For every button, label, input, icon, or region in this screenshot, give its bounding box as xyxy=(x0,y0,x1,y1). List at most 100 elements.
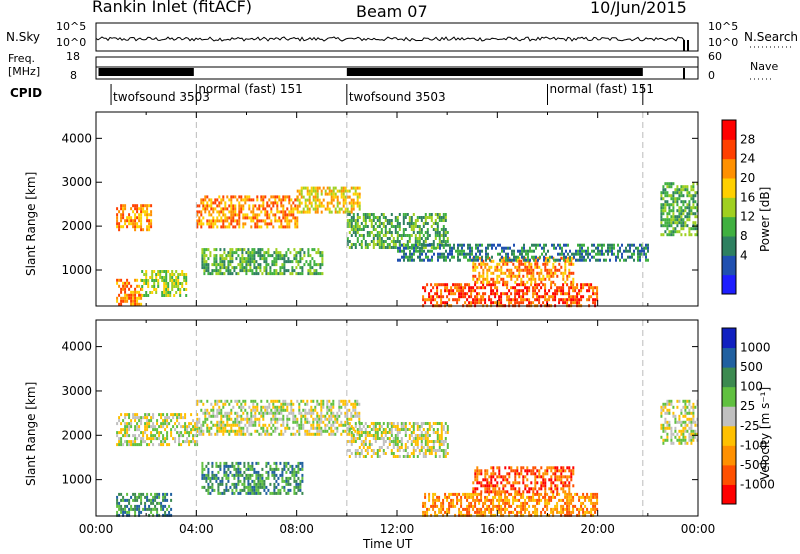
heatmap-cell xyxy=(362,446,365,449)
heatmap-cell xyxy=(146,437,149,441)
heatmap-cell xyxy=(400,443,403,446)
heatmap-cell xyxy=(328,189,331,193)
heatmap-cell xyxy=(533,249,535,253)
heatmap-cell xyxy=(265,257,268,261)
heatmap-cell xyxy=(251,251,254,255)
heatmap-cell xyxy=(692,203,695,207)
heatmap-cell xyxy=(268,411,271,415)
heatmap-cell xyxy=(485,246,487,250)
heatmap-cell xyxy=(520,268,523,272)
heatmap-cell xyxy=(258,420,261,424)
heatmap-cell xyxy=(310,399,313,403)
heatmap-cell xyxy=(292,408,295,412)
heatmap-cell xyxy=(465,255,467,259)
heatmap-cell xyxy=(140,222,143,226)
heatmap-cell xyxy=(514,289,517,293)
heatmap-cell xyxy=(396,446,399,449)
heatmap-cell xyxy=(116,513,119,517)
heatmap-cell xyxy=(484,262,487,266)
heatmap-cell xyxy=(554,283,557,287)
heatmap-cell xyxy=(262,207,265,211)
heatmap-cell xyxy=(582,283,585,287)
heatmap-cell xyxy=(232,210,235,214)
heatmap-cell xyxy=(201,266,204,270)
heatmap-cell xyxy=(200,219,203,223)
heatmap-cell xyxy=(362,228,365,231)
heatmap-cell xyxy=(299,272,302,276)
heatmap-cell xyxy=(120,413,123,417)
heatmap-cell xyxy=(440,501,443,505)
heatmap-cell xyxy=(146,498,149,502)
heatmap-cell xyxy=(231,251,234,255)
heatmap-cell xyxy=(641,243,643,247)
heatmap-cell xyxy=(265,491,268,495)
heatmap-cell xyxy=(140,210,143,214)
heatmap-cell xyxy=(490,490,493,494)
heatmap-cell xyxy=(301,272,304,276)
heatmap-cell xyxy=(595,246,597,250)
heatmap-cell xyxy=(239,263,242,267)
heatmap-cell xyxy=(664,188,667,192)
heatmap-cell xyxy=(415,246,417,250)
heatmap-cell xyxy=(201,485,204,489)
heatmap-cell xyxy=(469,249,471,253)
heatmap-cell xyxy=(611,246,613,250)
heatmap-cell xyxy=(134,225,137,229)
heatmap-cell xyxy=(504,271,507,275)
heatmap-cell xyxy=(279,257,282,261)
heatmap-cell xyxy=(234,420,237,424)
heatmap-cell xyxy=(314,198,317,202)
heatmap-cell xyxy=(488,283,491,287)
heatmap-cell xyxy=(234,225,237,229)
heatmap-cell xyxy=(684,188,687,192)
heatmap-cell xyxy=(158,431,161,435)
heatmap-cell xyxy=(140,219,143,223)
heatmap-cell xyxy=(296,429,299,433)
heatmap-cell xyxy=(253,266,256,270)
heatmap-cell xyxy=(434,510,437,514)
heatmap-cell xyxy=(304,198,307,202)
heatmap-cell xyxy=(562,271,565,275)
heatmap-cell xyxy=(566,259,569,263)
heatmap-cell xyxy=(348,222,351,225)
heatmap-cell xyxy=(264,207,267,211)
heatmap-cell xyxy=(332,429,335,433)
heatmap-cell xyxy=(209,485,212,489)
heatmap-cell xyxy=(340,432,343,436)
heatmap-cell xyxy=(251,461,254,465)
heatmap-cell xyxy=(388,428,391,431)
heatmap-cell xyxy=(283,254,286,258)
heatmap-cell xyxy=(268,213,271,217)
heatmap-cell xyxy=(430,440,433,443)
heatmap-cell xyxy=(482,274,485,278)
heatmap-cell xyxy=(205,488,208,492)
colorbar-segment xyxy=(722,178,736,198)
heatmap-cell xyxy=(534,259,537,263)
heatmap-cell xyxy=(406,452,409,455)
heatmap-cell xyxy=(166,419,169,423)
heatmap-cell xyxy=(582,513,585,517)
heatmap-cell xyxy=(124,296,127,300)
heatmap-cell xyxy=(326,207,329,211)
heatmap-cell xyxy=(299,260,302,264)
heatmap-cell xyxy=(625,246,627,250)
heatmap-cell xyxy=(426,440,429,443)
heatmap-cell xyxy=(372,234,375,237)
heatmap-cell xyxy=(421,249,423,253)
heatmap-cell xyxy=(275,263,278,267)
heatmap-cell xyxy=(678,230,681,234)
heatmap-cell xyxy=(575,252,577,256)
heatmap-cell xyxy=(350,452,353,455)
heatmap-cell xyxy=(212,408,215,412)
heatmap-cell xyxy=(552,507,555,511)
heatmap-cell xyxy=(523,258,525,262)
heatmap-cell xyxy=(470,292,473,296)
heatmap-cell xyxy=(358,234,361,237)
heatmap-cell xyxy=(346,219,349,222)
heatmap-cell xyxy=(320,429,323,433)
heatmap-cell xyxy=(215,473,218,477)
heatmap-cell xyxy=(596,492,599,496)
heatmap-cell xyxy=(404,443,407,446)
heatmap-cell xyxy=(470,295,473,299)
heatmap-cell xyxy=(548,495,551,499)
